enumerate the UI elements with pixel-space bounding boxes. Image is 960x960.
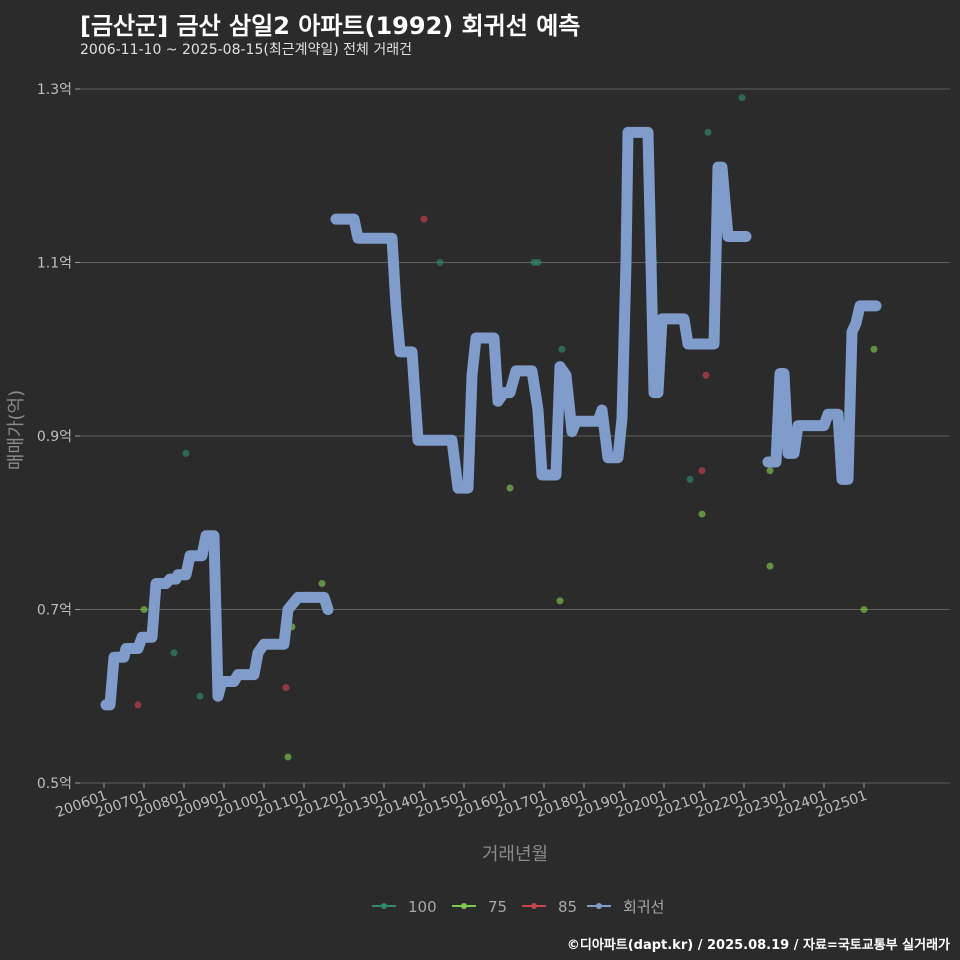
data-point-85 bbox=[134, 701, 142, 709]
data-point-75 bbox=[766, 562, 774, 570]
data-point-100 bbox=[182, 449, 190, 457]
data-point-100 bbox=[170, 649, 178, 657]
data-point-100 bbox=[534, 259, 542, 266]
y-tick-label: 0.9억 bbox=[37, 429, 72, 445]
legend-label: 85 bbox=[558, 898, 577, 916]
data-point-85 bbox=[698, 467, 706, 475]
y-tick-label: 1.3억 bbox=[37, 82, 72, 98]
x-axis-title: 거래년월 bbox=[482, 844, 548, 865]
y-tick-label: 0.5억 bbox=[37, 776, 72, 792]
data-point-75 bbox=[766, 467, 774, 475]
grid-layer bbox=[80, 88, 950, 784]
regression-line bbox=[100, 530, 334, 711]
data-point-100 bbox=[738, 94, 746, 102]
data-point-75 bbox=[140, 606, 148, 613]
data-point-75 bbox=[506, 484, 514, 492]
data-point-100 bbox=[196, 692, 204, 700]
chart-title: [금산군] 금산 삼일2 아파트(1992) 회귀선 예측 bbox=[80, 12, 581, 40]
data-point-75 bbox=[870, 345, 878, 353]
data-point-75 bbox=[698, 510, 706, 518]
data-point-75 bbox=[284, 753, 292, 761]
data-point-75 bbox=[556, 597, 564, 605]
legend-label: 75 bbox=[488, 898, 507, 916]
legend-swatch-dot bbox=[596, 903, 602, 909]
y-tick-label: 0.7억 bbox=[37, 603, 72, 619]
legend-label: 회귀선 bbox=[623, 898, 664, 916]
legend: 100 75 85 회귀선 bbox=[372, 898, 664, 916]
data-point-100 bbox=[436, 259, 444, 266]
regression-line bbox=[762, 300, 882, 485]
x-axis: 2006012007012008012009012010012011012012… bbox=[54, 783, 869, 821]
data-point-75 bbox=[860, 606, 868, 613]
regression-line bbox=[330, 126, 752, 494]
data-point-85 bbox=[420, 215, 428, 223]
data-point-100 bbox=[686, 475, 694, 483]
legend-swatch-dot bbox=[461, 903, 467, 909]
legend-label: 100 bbox=[408, 898, 437, 916]
legend-swatch-dot bbox=[381, 903, 387, 909]
chart-subtitle: 2006-11-10 ~ 2025-08-15(최근계약일) 전체 거래건 bbox=[80, 42, 412, 58]
points-layer bbox=[134, 94, 878, 761]
data-point-100 bbox=[704, 128, 712, 136]
regression-layer bbox=[100, 126, 882, 711]
legend-swatch-dot bbox=[531, 903, 537, 909]
data-point-85 bbox=[282, 684, 290, 692]
data-point-85 bbox=[702, 371, 710, 379]
source-caption: ©디아파트(dapt.kr) / 2025.08.19 / 자료=국토교통부 실… bbox=[566, 938, 950, 953]
y-axis: 0.5억 0.7억 0.9억 1.1억 1.3억 bbox=[37, 82, 80, 792]
y-tick-label: 1.1억 bbox=[37, 256, 72, 272]
y-axis-title: 매매가(억) bbox=[6, 390, 27, 470]
data-point-75 bbox=[318, 579, 326, 587]
data-point-100 bbox=[558, 345, 566, 353]
